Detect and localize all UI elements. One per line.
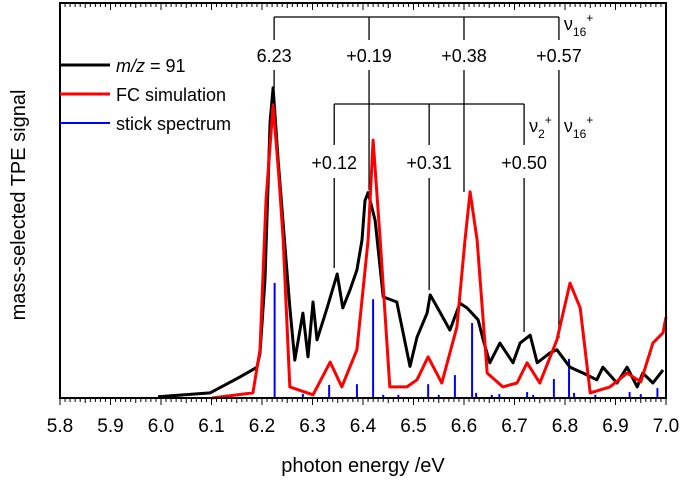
- legend-label-simulation: FC simulation: [116, 85, 226, 105]
- series-group: [157, 86, 668, 400]
- progression-1-mode-label: ν16+: [564, 11, 593, 39]
- experiment-line: [157, 86, 665, 399]
- y-axis-label: mass-selected TPE signal: [8, 90, 30, 321]
- legend-label-sticks: stick spectrum: [116, 114, 231, 134]
- progression-2-label: +0.50: [501, 153, 547, 173]
- progression-2-label: +0.12: [311, 153, 357, 173]
- progression-2-mode-label-a: ν2+: [529, 113, 552, 141]
- progression-1-label: +0.57: [536, 46, 582, 66]
- x-tick-label: 6.9: [602, 416, 628, 437]
- mode-sub: 16: [573, 25, 587, 39]
- x-axis-label: photon energy /eV: [281, 455, 445, 477]
- x-tick-label: 6.7: [501, 416, 527, 437]
- progression-annotations: 6.23 +0.19 +0.38 +0.57 ν16+ +0.12 +0.31 +0.50 ν2…: [257, 11, 593, 338]
- legend-label-experiment: m/z = 91: [116, 56, 186, 76]
- mode-sup: +: [586, 113, 593, 127]
- progression-1-label: +0.19: [346, 46, 392, 66]
- simulation-line: [211, 103, 668, 400]
- x-tick-label: 6.6: [451, 416, 477, 437]
- mode-sup: +: [545, 113, 552, 127]
- x-tick-label: 5.8: [47, 416, 73, 437]
- x-tick-label: 7.0: [653, 416, 679, 437]
- x-tick-label: 6.8: [552, 416, 578, 437]
- x-tick-label: 6.0: [148, 416, 174, 437]
- progression-2-mode-label-b: ν16+: [564, 113, 593, 141]
- x-tick-label: 6.1: [198, 416, 224, 437]
- legend: m/z = 91 FC simulation stick spectrum: [60, 56, 231, 134]
- x-tick-label: 6.5: [400, 416, 426, 437]
- mode-sub: 16: [573, 127, 587, 141]
- x-axis-ticks: 5.8 5.9 6.0 6.1 6.2 6.3 6.4 6.5 6.6 6.7 6.8 6.9 7.0: [47, 3, 679, 437]
- mode-sub: 2: [538, 127, 545, 141]
- x-tick-label: 6.4: [350, 416, 377, 437]
- x-tick-label: 6.3: [299, 416, 325, 437]
- mode-sup: +: [586, 11, 593, 25]
- progression-1-label: 6.23: [257, 46, 292, 66]
- x-tick-label: 5.9: [97, 416, 123, 437]
- progression-1-label: +0.38: [441, 46, 487, 66]
- progression-2-label: +0.31: [406, 153, 452, 173]
- x-tick-label: 6.2: [249, 416, 275, 437]
